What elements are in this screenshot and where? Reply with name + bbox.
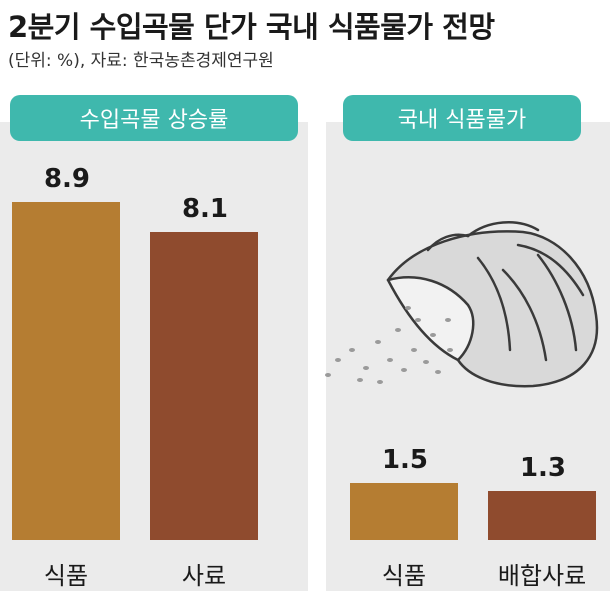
category-label-1-1: 배합사료: [497, 562, 587, 590]
chart-title-domestic-food-price: 국내 식품물가: [343, 95, 581, 141]
grain-sack-icon: [325, 221, 599, 388]
bar-0-0: [12, 201, 120, 540]
bar-1-1: [488, 490, 596, 540]
value-label-1-0: 1.5: [381, 445, 429, 475]
category-label-0-0: 식품: [43, 562, 89, 590]
bar-1-0: [350, 483, 458, 540]
chart-title-imported-grain: 수입곡물 상승률: [10, 95, 298, 141]
value-label-0-0: 8.9: [43, 163, 91, 194]
value-label-1-1: 1.3: [519, 452, 567, 483]
value-label-0-1: 8.1: [181, 194, 229, 225]
category-label-0-1: 사료: [181, 562, 227, 590]
bar-0-1: [150, 232, 258, 540]
page-title: 2분기 수입곡물 단가 국내 식품물가 전망: [8, 10, 495, 44]
source-note: (단위: %), 자료: 한국농촌경제연구원: [8, 51, 274, 71]
category-label-1-0: 식품: [381, 562, 427, 590]
